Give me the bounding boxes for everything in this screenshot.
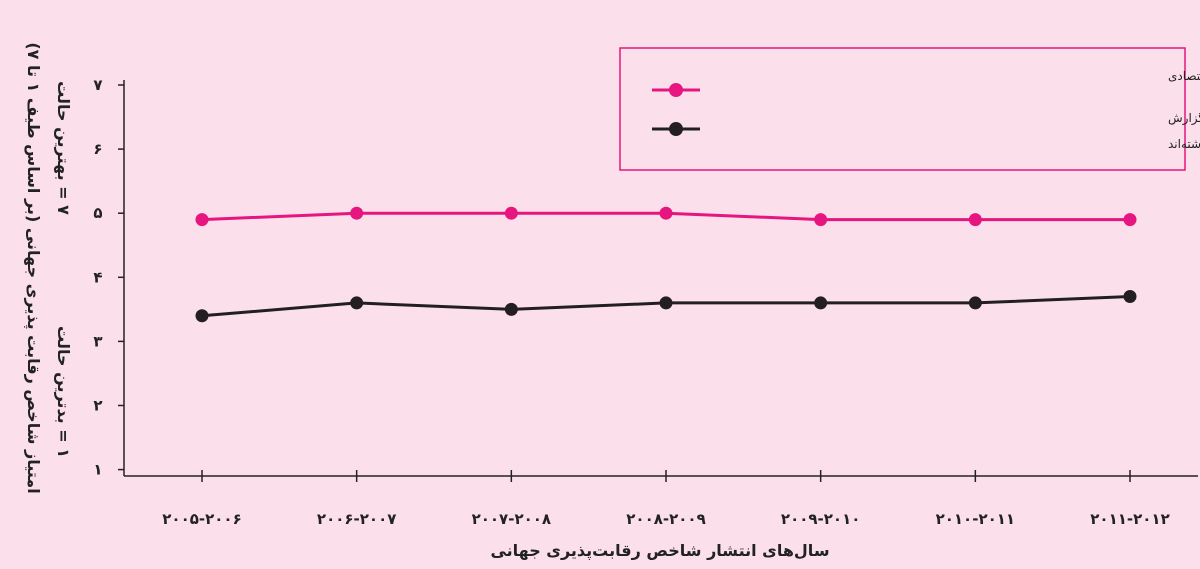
y-axis-label-worst: ۱ = بدترین حالت <box>54 326 73 458</box>
y-tick-label: ۶ <box>93 140 102 158</box>
y-axis-label: امتیاز شاخص رقابت پذیری جهانی (بر اساس ط… <box>23 42 43 493</box>
data-point <box>1123 290 1137 304</box>
data-point <box>814 296 828 310</box>
data-point <box>1123 213 1137 227</box>
x-tick-label: ۲۰۰۷-۲۰۰۸ <box>472 510 551 528</box>
data-point <box>968 296 982 310</box>
x-tick-label: ۲۰۱۰-۲۰۱۱ <box>936 510 1015 528</box>
legend-marker-africa <box>669 122 683 136</box>
data-point <box>968 213 982 227</box>
x-tick-label: ۲۰۰۵-۲۰۰۶ <box>162 510 241 528</box>
legend-label-africa-line1: آن دسته از کشورهای منطقه‌ی آفریقای سیاه … <box>1168 110 1200 126</box>
y-tick-label: ۱ <box>93 461 102 479</box>
data-point <box>195 213 209 227</box>
y-tick-label: ۲ <box>93 396 102 414</box>
data-point <box>659 296 673 310</box>
y-tick-label: ۴ <box>93 268 102 286</box>
x-tick-label: ۲۰۰۶-۲۰۰۷ <box>317 510 396 528</box>
x-tick-label: ۲۰۰۹-۲۰۱۰ <box>781 510 860 528</box>
legend-marker-oecd <box>669 83 683 97</box>
y-tick-label: ۷ <box>93 76 102 94</box>
y-tick-label: ۳ <box>93 332 102 350</box>
x-tick-label: ۲۰۰۸-۲۰۰۹ <box>626 510 705 528</box>
data-point <box>504 302 518 316</box>
x-tick-label: ۲۰۱۱-۲۰۱۲ <box>1090 510 1169 528</box>
x-axis-label: سال‌های انتشار شاخص رقابت‌پذیری جهانی <box>490 541 829 561</box>
data-point <box>814 213 828 227</box>
data-point <box>350 206 364 220</box>
legend: کشورهای عضو سازمان توسعه و همکاری‌های اق… <box>619 47 1200 171</box>
data-point <box>195 309 209 323</box>
legend-label-africa-line2: رقابت‌پذیری جهانی حضور داشته‌اند <box>1168 137 1200 152</box>
y-axis-label-best: ۷ = بهترین حالت <box>54 81 73 215</box>
legend-box <box>619 47 1186 171</box>
y-tick-label: ۵ <box>93 204 102 222</box>
data-point <box>504 206 518 220</box>
legend-label-oecd: کشورهای عضو سازمان توسعه و همکاری‌های اق… <box>1168 69 1200 84</box>
data-point <box>659 206 673 220</box>
data-point <box>350 296 364 310</box>
